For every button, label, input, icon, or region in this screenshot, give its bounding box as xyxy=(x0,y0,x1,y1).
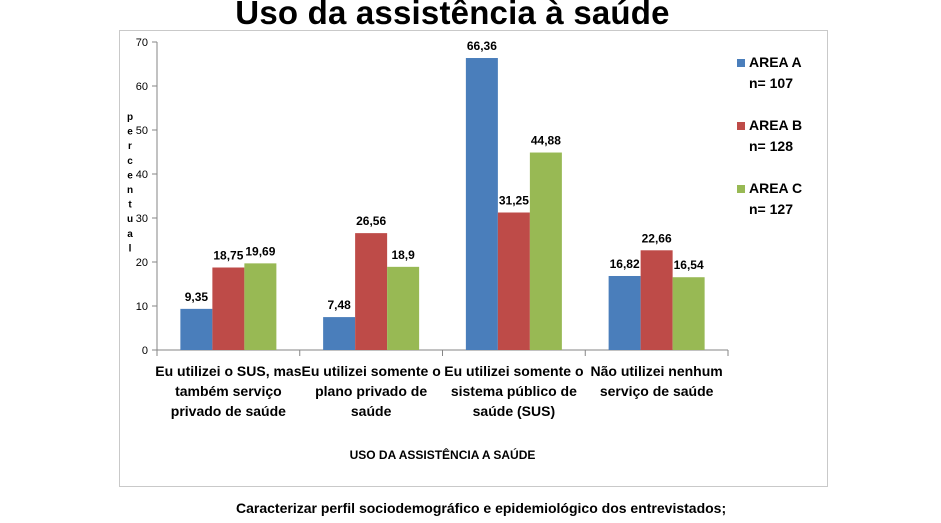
data-label: 26,56 xyxy=(356,214,386,228)
footer-note: Caracterizar perfil sociodemográfico e e… xyxy=(236,500,727,516)
y-axis-title-letter: t xyxy=(128,200,132,211)
legend-label: AREA A xyxy=(749,54,802,70)
category-label: sistema público de xyxy=(451,383,577,399)
bar xyxy=(465,58,498,351)
legend-sublabel: n= 107 xyxy=(749,75,793,91)
category-label: saúde xyxy=(351,403,392,419)
bar xyxy=(212,267,245,350)
category-label: também serviço xyxy=(175,383,282,399)
y-tick-label: 70 xyxy=(136,37,148,49)
category-label: Eu utilizei somente o xyxy=(302,363,441,379)
data-label: 66,36 xyxy=(467,39,497,53)
y-tick-label: 40 xyxy=(136,169,148,181)
legend-sublabel: n= 127 xyxy=(749,201,793,217)
legend-label: AREA B xyxy=(749,117,802,133)
y-axis-title-letter: a xyxy=(127,229,133,240)
bar xyxy=(180,308,213,350)
data-label: 31,25 xyxy=(499,194,529,208)
category-label: Eu utilizei somente o xyxy=(444,363,583,379)
category-label: privado de saúde xyxy=(171,403,286,419)
y-tick-label: 10 xyxy=(136,301,148,313)
data-label: 18,9 xyxy=(391,248,415,262)
bar xyxy=(387,266,420,350)
y-tick-label: 30 xyxy=(136,213,148,225)
category-label: serviço de saúde xyxy=(600,383,714,399)
data-label: 16,82 xyxy=(610,257,640,271)
category-label: plano privado de xyxy=(315,383,427,399)
y-axis-title-letter: c xyxy=(127,156,133,167)
data-label: 22,66 xyxy=(642,231,672,245)
y-axis-title-letter: e xyxy=(127,127,133,138)
bar xyxy=(323,317,356,350)
bar xyxy=(608,275,641,350)
y-tick-label: 20 xyxy=(136,257,148,269)
bar xyxy=(355,233,388,350)
category-label: Eu utilizei o SUS, mas xyxy=(155,363,301,379)
y-tick-label: 0 xyxy=(142,345,148,357)
y-axis-title-letter: l xyxy=(129,243,132,254)
category-label: saúde (SUS) xyxy=(473,403,555,419)
legend-swatch xyxy=(737,59,745,67)
y-tick-label: 60 xyxy=(136,81,148,93)
data-label: 44,88 xyxy=(531,134,561,148)
y-axis-title-letter: u xyxy=(127,214,133,225)
y-axis-title-letter: r xyxy=(128,141,132,152)
y-axis-title-letter: p xyxy=(127,112,133,123)
bar xyxy=(529,152,562,350)
bar xyxy=(244,263,277,350)
data-label: 9,35 xyxy=(185,290,209,304)
legend-swatch xyxy=(737,185,745,193)
x-axis-title: USO DA ASSISTÊNCIA A SAÚDE xyxy=(350,447,536,462)
data-label: 7,48 xyxy=(327,298,351,312)
legend-label: AREA C xyxy=(749,180,802,196)
legend-sublabel: n= 128 xyxy=(749,138,793,154)
y-axis-title-letter: e xyxy=(127,170,133,181)
y-tick-label: 50 xyxy=(136,125,148,137)
bar xyxy=(497,212,530,350)
category-label: Não utilizei nenhum xyxy=(591,363,723,379)
legend-swatch xyxy=(737,122,745,130)
y-axis-title-letter: n xyxy=(127,185,133,196)
data-label: 16,54 xyxy=(674,258,704,272)
bar xyxy=(672,277,705,350)
bar xyxy=(640,250,673,350)
chart-title: Uso da assistência à saúde xyxy=(235,0,670,31)
data-label: 18,75 xyxy=(213,249,243,263)
data-label: 19,69 xyxy=(245,244,275,258)
